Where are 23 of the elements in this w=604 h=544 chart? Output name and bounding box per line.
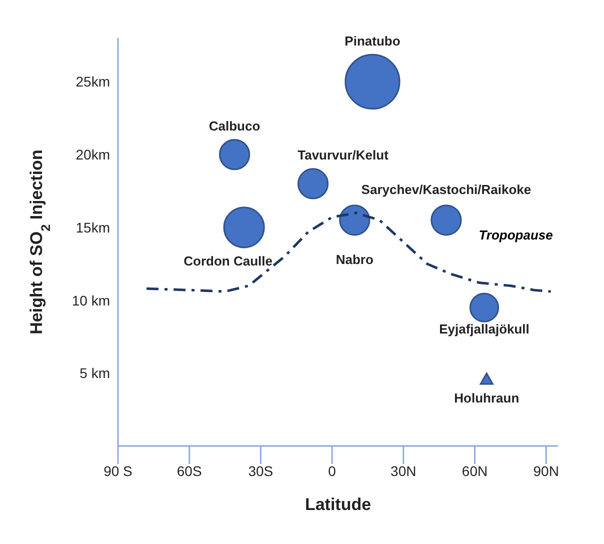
x-tick-label: 60N (462, 462, 488, 479)
x-tick-label: 60S (176, 462, 202, 479)
annotation: Pinatubo (344, 34, 400, 49)
annotation: Tavurvur/Kelut (298, 148, 390, 163)
line-series (145, 212, 552, 293)
y-tick-label: 15km (76, 219, 110, 236)
annotation: Holuhraun (454, 390, 520, 406)
x-tick-label: 0 (328, 462, 336, 479)
x-tick-label: 90 S (104, 462, 132, 479)
y-tick-label: 20km (76, 146, 110, 163)
annotation: Cordon Caulle (184, 253, 272, 268)
x-tick-label: 30N (390, 462, 416, 479)
y-tick-label: 5 km (80, 365, 110, 382)
annotation: Nabro (336, 252, 374, 268)
y-tick-label: 10 km (72, 292, 110, 308)
x-axis-title: Latitude (304, 495, 372, 514)
x-tick-label: 90N (533, 462, 559, 479)
annotation: Sarychev/Kastochi/Raikoke (361, 182, 532, 198)
annotation: Calbuco (208, 118, 260, 134)
y-tick-label: 25km (76, 74, 110, 90)
text: Tropopause (478, 228, 553, 243)
x-tick-label: 30S (248, 462, 274, 479)
annotation: Eyjafjallajökull (439, 322, 530, 337)
